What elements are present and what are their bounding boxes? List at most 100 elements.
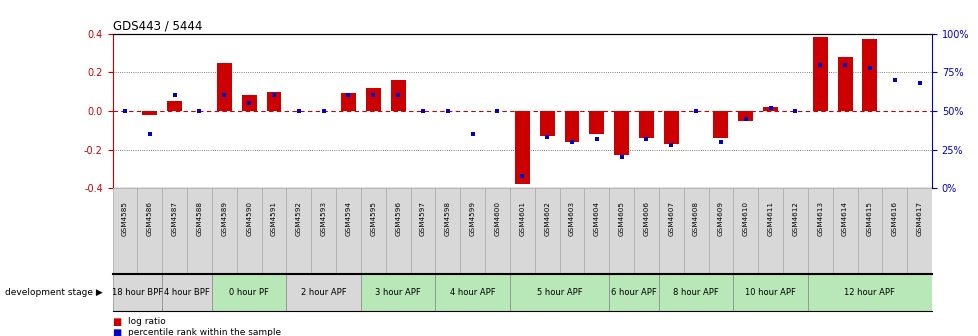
Bar xyxy=(534,188,559,274)
Bar xyxy=(713,111,728,138)
Bar xyxy=(663,111,678,144)
Text: percentile rank within the sample: percentile rank within the sample xyxy=(128,328,281,336)
Bar xyxy=(837,57,852,111)
Text: 3 hour APF: 3 hour APF xyxy=(375,288,421,297)
Bar xyxy=(361,274,435,311)
Bar xyxy=(484,188,510,274)
Text: GSM4585: GSM4585 xyxy=(122,201,128,236)
Bar xyxy=(335,188,361,274)
Bar xyxy=(435,274,510,311)
Text: GSM4587: GSM4587 xyxy=(171,201,177,236)
Bar xyxy=(435,188,460,274)
Text: 12 hour APF: 12 hour APF xyxy=(844,288,895,297)
Bar xyxy=(112,188,137,274)
Bar xyxy=(608,188,634,274)
Bar xyxy=(634,188,658,274)
Text: GSM4596: GSM4596 xyxy=(395,201,401,236)
Text: GSM4594: GSM4594 xyxy=(345,201,351,236)
Bar xyxy=(510,188,534,274)
Bar xyxy=(242,95,256,111)
Bar xyxy=(733,274,807,311)
Bar xyxy=(287,274,361,311)
Bar xyxy=(287,188,311,274)
Bar xyxy=(142,111,157,115)
Bar xyxy=(807,274,931,311)
Bar xyxy=(187,188,211,274)
Text: GDS443 / 5444: GDS443 / 5444 xyxy=(112,19,201,33)
Bar xyxy=(782,188,807,274)
Bar xyxy=(361,188,385,274)
Bar xyxy=(162,188,187,274)
Text: GSM4615: GSM4615 xyxy=(867,201,872,236)
Bar xyxy=(410,188,435,274)
Bar xyxy=(112,274,162,311)
Text: 4 hour BPF: 4 hour BPF xyxy=(164,288,209,297)
Text: 0 hour PF: 0 hour PF xyxy=(229,288,269,297)
Bar xyxy=(385,188,410,274)
Bar xyxy=(340,93,356,111)
Text: GSM4600: GSM4600 xyxy=(494,201,500,236)
Text: ■: ■ xyxy=(112,317,121,327)
Bar xyxy=(881,188,907,274)
Text: GSM4601: GSM4601 xyxy=(518,201,525,236)
Text: GSM4607: GSM4607 xyxy=(668,201,674,236)
Bar xyxy=(539,111,554,136)
Bar xyxy=(366,88,380,111)
Bar xyxy=(266,92,281,111)
Bar xyxy=(589,111,603,134)
Text: 6 hour APF: 6 hour APF xyxy=(610,288,656,297)
Bar xyxy=(862,39,876,111)
Text: 5 hour APF: 5 hour APF xyxy=(536,288,582,297)
Text: 8 hour APF: 8 hour APF xyxy=(673,288,718,297)
Bar xyxy=(832,188,857,274)
Text: GSM4602: GSM4602 xyxy=(544,201,550,236)
Bar xyxy=(683,188,708,274)
Text: 4 hour APF: 4 hour APF xyxy=(449,288,495,297)
Text: GSM4606: GSM4606 xyxy=(643,201,648,236)
Bar xyxy=(261,188,287,274)
Bar xyxy=(658,188,683,274)
Bar xyxy=(564,111,579,142)
Bar xyxy=(737,111,752,121)
Bar xyxy=(510,274,608,311)
Text: log ratio: log ratio xyxy=(128,318,166,326)
Text: GSM4591: GSM4591 xyxy=(271,201,277,236)
Bar xyxy=(217,62,232,111)
Text: GSM4605: GSM4605 xyxy=(618,201,624,236)
Text: GSM4617: GSM4617 xyxy=(915,201,921,236)
Text: GSM4612: GSM4612 xyxy=(791,201,798,236)
Text: ■: ■ xyxy=(112,328,121,336)
Text: GSM4603: GSM4603 xyxy=(568,201,574,236)
Bar xyxy=(757,188,782,274)
Bar xyxy=(733,188,757,274)
Bar xyxy=(460,188,484,274)
Bar xyxy=(211,274,287,311)
Bar xyxy=(807,188,832,274)
Bar xyxy=(514,111,529,184)
Text: GSM4593: GSM4593 xyxy=(321,201,327,236)
Bar xyxy=(137,188,162,274)
Text: GSM4604: GSM4604 xyxy=(594,201,600,236)
Bar xyxy=(584,188,608,274)
Bar xyxy=(608,274,658,311)
Text: GSM4597: GSM4597 xyxy=(420,201,425,236)
Text: GSM4609: GSM4609 xyxy=(717,201,723,236)
Text: GSM4588: GSM4588 xyxy=(197,201,202,236)
Text: GSM4610: GSM4610 xyxy=(742,201,748,236)
Text: 10 hour APF: 10 hour APF xyxy=(744,288,795,297)
Bar xyxy=(167,101,182,111)
Bar xyxy=(559,188,584,274)
Text: development stage ▶: development stage ▶ xyxy=(5,288,103,297)
Bar xyxy=(857,188,881,274)
Text: 2 hour APF: 2 hour APF xyxy=(300,288,346,297)
Text: GSM4590: GSM4590 xyxy=(245,201,252,236)
Bar xyxy=(311,188,335,274)
Text: GSM4598: GSM4598 xyxy=(444,201,450,236)
Bar xyxy=(708,188,733,274)
Text: GSM4614: GSM4614 xyxy=(841,201,847,236)
Bar xyxy=(613,111,629,155)
Text: GSM4589: GSM4589 xyxy=(221,201,227,236)
Bar xyxy=(907,188,931,274)
Text: GSM4595: GSM4595 xyxy=(370,201,376,236)
Text: GSM4586: GSM4586 xyxy=(147,201,153,236)
